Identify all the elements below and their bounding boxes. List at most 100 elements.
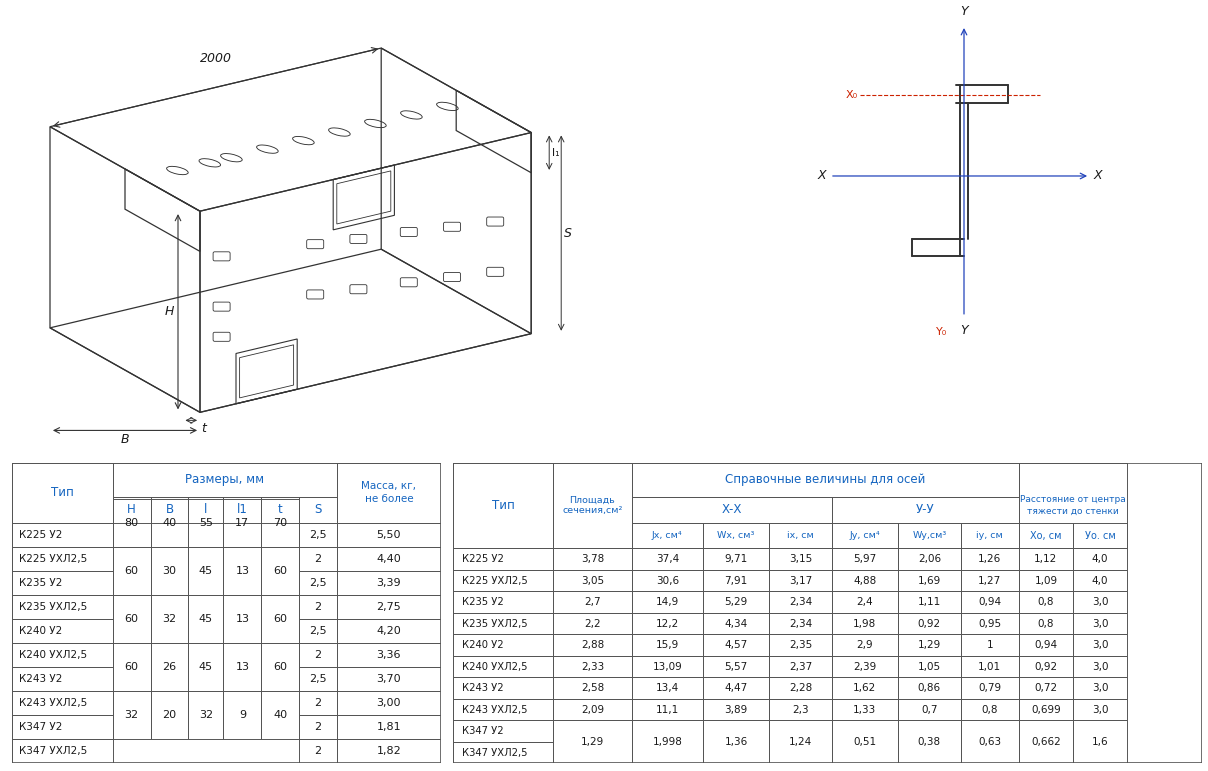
Text: 15,9: 15,9 (656, 640, 679, 650)
Bar (298, 595, 337, 619)
Text: 1,26: 1,26 (978, 554, 1001, 564)
Text: 60: 60 (124, 662, 139, 672)
Text: 2,5: 2,5 (309, 578, 326, 588)
Text: К243 У2: К243 У2 (461, 683, 504, 693)
Bar (769, 591, 831, 613)
Bar (831, 699, 899, 720)
Bar (960, 613, 1018, 635)
Bar (831, 523, 899, 548)
Text: Y₀: Y₀ (936, 327, 947, 337)
Bar (112, 691, 151, 739)
Text: 0,8: 0,8 (1038, 597, 1055, 607)
Bar (112, 497, 151, 523)
Text: 80: 80 (124, 518, 139, 527)
Bar (1018, 591, 1073, 613)
Text: К240 УХЛ2,5: К240 УХЛ2,5 (18, 650, 87, 660)
Bar (553, 720, 632, 763)
Text: 1,62: 1,62 (853, 683, 877, 693)
Bar (223, 547, 261, 595)
Text: 2: 2 (314, 746, 321, 756)
Text: 1,29: 1,29 (918, 640, 941, 650)
Bar (831, 548, 899, 570)
FancyBboxPatch shape (213, 302, 230, 311)
Text: 3,0: 3,0 (1092, 618, 1108, 628)
Bar (960, 635, 1018, 656)
Text: iy, см: iy, см (976, 531, 1003, 540)
Text: 2: 2 (314, 722, 321, 732)
Text: 11,1: 11,1 (656, 705, 679, 715)
Text: 4,34: 4,34 (725, 618, 748, 628)
Text: 60: 60 (273, 662, 288, 672)
Bar (703, 635, 769, 656)
Bar (831, 570, 899, 591)
Bar (112, 499, 151, 547)
Bar (960, 677, 1018, 699)
Bar (831, 591, 899, 613)
Bar (12, 715, 112, 739)
Text: 1,09: 1,09 (1034, 575, 1057, 585)
Bar (261, 691, 298, 739)
Bar (337, 595, 441, 619)
Bar (112, 595, 151, 643)
Bar (960, 591, 1018, 613)
Text: Размеры, мм: Размеры, мм (185, 473, 265, 487)
Bar (703, 720, 769, 763)
Bar (703, 677, 769, 699)
Text: S: S (564, 227, 573, 240)
Text: К240 УХЛ2,5: К240 УХЛ2,5 (461, 662, 528, 672)
Bar (337, 739, 441, 763)
Bar (703, 699, 769, 720)
Text: 3,05: 3,05 (581, 575, 604, 585)
Text: 3,0: 3,0 (1092, 662, 1108, 672)
Text: 2,5: 2,5 (309, 626, 326, 636)
Text: 2,9: 2,9 (856, 640, 873, 650)
Text: К347 УХЛ2,5: К347 УХЛ2,5 (18, 746, 87, 756)
Text: 9,71: 9,71 (725, 554, 748, 564)
Text: 3,36: 3,36 (377, 650, 401, 660)
Text: 0,38: 0,38 (918, 737, 941, 747)
Text: 1,81: 1,81 (377, 722, 401, 732)
Text: К235 У2: К235 У2 (18, 578, 62, 588)
Text: 1,12: 1,12 (1034, 554, 1057, 564)
Bar (1073, 720, 1127, 763)
Text: 1,82: 1,82 (377, 746, 401, 756)
Text: Jy, см⁴: Jy, см⁴ (849, 531, 881, 540)
Text: К225 У2: К225 У2 (461, 554, 504, 564)
Text: 2,5: 2,5 (309, 530, 326, 540)
Text: 2,39: 2,39 (853, 662, 877, 672)
Text: 2,2: 2,2 (585, 618, 600, 628)
Bar (223, 643, 261, 691)
Text: 2: 2 (314, 554, 321, 564)
Bar (899, 591, 960, 613)
Bar (223, 499, 261, 547)
Text: Wx, см³: Wx, см³ (718, 531, 755, 540)
Bar (703, 656, 769, 677)
Text: 1,98: 1,98 (853, 618, 877, 628)
Text: 3,89: 3,89 (725, 705, 748, 715)
FancyBboxPatch shape (487, 268, 504, 276)
Bar (453, 635, 553, 656)
Text: 2,88: 2,88 (581, 640, 604, 650)
FancyBboxPatch shape (443, 222, 460, 231)
Text: К240 У2: К240 У2 (461, 640, 504, 650)
Bar (769, 613, 831, 635)
Bar (188, 499, 223, 547)
Text: 40: 40 (273, 710, 288, 720)
Bar (112, 643, 151, 691)
Text: Хо, см: Хо, см (1030, 530, 1062, 540)
Text: 0,51: 0,51 (853, 737, 877, 747)
Bar (632, 591, 703, 613)
FancyBboxPatch shape (350, 284, 367, 294)
Text: 3,0: 3,0 (1092, 597, 1108, 607)
Bar (960, 656, 1018, 677)
Bar (553, 613, 632, 635)
Text: 2,33: 2,33 (581, 662, 604, 672)
Bar (298, 715, 337, 739)
Bar (553, 656, 632, 677)
Text: 5,57: 5,57 (725, 662, 748, 672)
Text: 2,09: 2,09 (581, 705, 604, 715)
Bar (1073, 699, 1127, 720)
Bar (12, 667, 112, 691)
Text: 17: 17 (236, 518, 249, 527)
Bar (337, 667, 441, 691)
